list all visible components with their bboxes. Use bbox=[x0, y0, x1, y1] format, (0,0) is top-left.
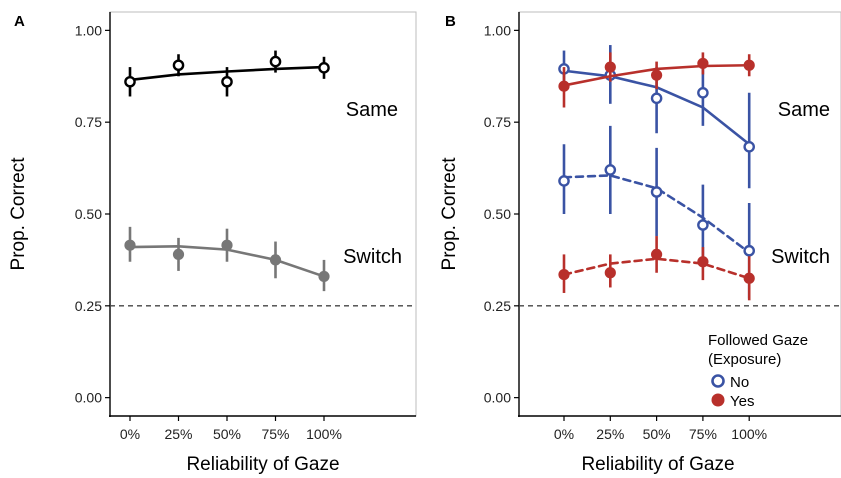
fit-line-switch-no bbox=[562, 174, 751, 254]
x-tick-label: 75% bbox=[689, 426, 717, 442]
x-tick-label: 25% bbox=[164, 426, 192, 442]
data-point bbox=[604, 164, 617, 176]
data-point bbox=[558, 269, 570, 281]
data-point bbox=[697, 87, 709, 99]
data-point bbox=[124, 239, 136, 251]
x-tick-label: 0% bbox=[120, 426, 140, 442]
x-tick-label: 0% bbox=[554, 426, 574, 442]
legend-marker-yes bbox=[711, 393, 725, 407]
y-tick-label: 0.00 bbox=[75, 390, 102, 406]
data-point bbox=[697, 256, 709, 268]
x-axis-title: Reliability of Gaze bbox=[581, 454, 734, 475]
data-point bbox=[604, 267, 616, 279]
data-point bbox=[124, 75, 136, 88]
data-point bbox=[650, 92, 663, 105]
legend-title: (Exposure) bbox=[708, 351, 781, 368]
data-point bbox=[558, 80, 570, 92]
legend-title: Followed Gaze bbox=[708, 332, 808, 349]
y-tick-label: 0.25 bbox=[484, 298, 511, 314]
plot-panel-B bbox=[518, 11, 841, 417]
y-tick-label: 1.00 bbox=[75, 22, 102, 38]
data-point bbox=[172, 59, 185, 72]
panel-label: B bbox=[445, 13, 456, 30]
data-point bbox=[172, 248, 185, 260]
series-label-switch: Switch bbox=[343, 246, 402, 268]
series-label-same: Same bbox=[346, 99, 398, 121]
y-tick-label: 0.75 bbox=[75, 114, 102, 130]
x-tick-label: 25% bbox=[596, 426, 624, 442]
y-tick-label: 1.00 bbox=[484, 22, 511, 38]
data-point bbox=[318, 270, 330, 283]
y-tick-label: 0.75 bbox=[484, 114, 511, 130]
data-point bbox=[697, 57, 709, 70]
x-tick-label: 100% bbox=[731, 426, 767, 442]
data-point bbox=[743, 272, 755, 284]
plot-panel-A bbox=[109, 11, 417, 417]
fit-line-switch-yes bbox=[562, 257, 751, 280]
data-point bbox=[221, 75, 233, 88]
x-axis-title: Reliability of Gaze bbox=[186, 454, 339, 475]
data-point bbox=[651, 69, 663, 81]
y-tick-label: 0.25 bbox=[75, 298, 102, 314]
y-tick-label: 0.00 bbox=[484, 390, 511, 406]
y-axis-title: Prop. Correct bbox=[8, 157, 29, 271]
data-point bbox=[221, 239, 233, 251]
y-tick-label: 0.50 bbox=[75, 206, 102, 222]
data-point bbox=[743, 140, 756, 153]
x-tick-label: 50% bbox=[643, 426, 671, 442]
data-point bbox=[558, 175, 570, 187]
x-tick-label: 50% bbox=[213, 426, 241, 442]
legend-label-no: No bbox=[730, 374, 749, 391]
legend-label-yes: Yes bbox=[730, 393, 754, 410]
data-point bbox=[269, 55, 282, 68]
data-point bbox=[651, 248, 663, 260]
data-point bbox=[650, 186, 663, 198]
x-tick-label: 75% bbox=[261, 426, 289, 442]
y-axis-title: Prop. Correct bbox=[439, 157, 460, 271]
panel-label: A bbox=[14, 13, 25, 30]
data-point bbox=[743, 244, 756, 257]
x-tick-label: 100% bbox=[306, 426, 342, 442]
y-tick-label: 0.50 bbox=[484, 206, 511, 222]
data-point bbox=[604, 61, 616, 73]
data-point bbox=[318, 62, 330, 74]
data-point bbox=[743, 59, 755, 71]
annotation-switch: Switch bbox=[771, 246, 830, 268]
data-point bbox=[697, 219, 709, 231]
legend-marker-no bbox=[711, 374, 725, 388]
annotation-same: Same bbox=[778, 99, 830, 121]
data-point bbox=[269, 254, 282, 266]
